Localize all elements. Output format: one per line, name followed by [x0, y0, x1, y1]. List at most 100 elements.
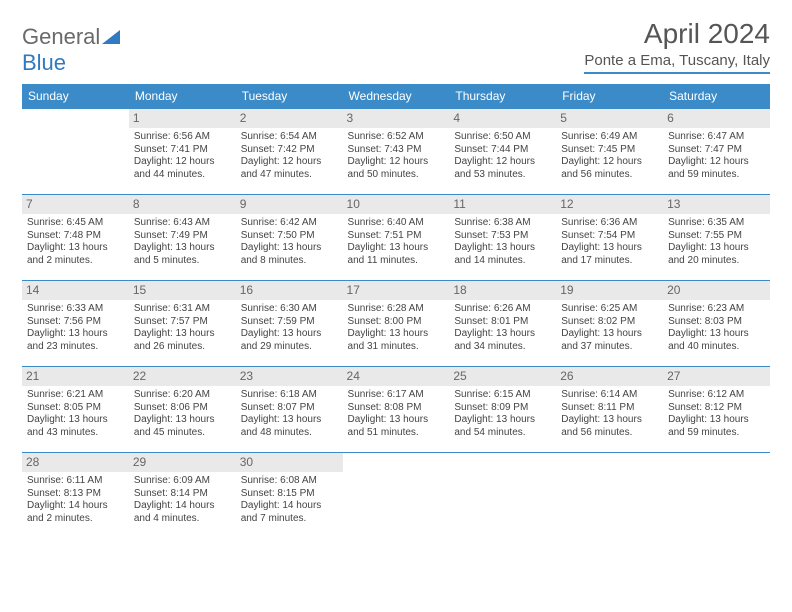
- logo-word1: General: [22, 24, 100, 49]
- daylight-line1: Daylight: 13 hours: [241, 242, 338, 255]
- daylight-line2: and 51 minutes.: [348, 427, 445, 440]
- sunset-text: Sunset: 7:54 PM: [561, 230, 658, 243]
- day-number: 3: [343, 109, 450, 128]
- day-cell: 9Sunrise: 6:42 AMSunset: 7:50 PMDaylight…: [236, 195, 343, 281]
- sunrise-text: Sunrise: 6:15 AM: [454, 389, 551, 402]
- sunrise-text: Sunrise: 6:21 AM: [27, 389, 124, 402]
- daylight-line2: and 37 minutes.: [561, 341, 658, 354]
- sunset-text: Sunset: 7:47 PM: [668, 144, 765, 157]
- daylight-line1: Daylight: 12 hours: [134, 156, 231, 169]
- sunset-text: Sunset: 7:49 PM: [134, 230, 231, 243]
- sunrise-text: Sunrise: 6:52 AM: [348, 131, 445, 144]
- day-cell: 5Sunrise: 6:49 AMSunset: 7:45 PMDaylight…: [556, 109, 663, 195]
- sunrise-text: Sunrise: 6:28 AM: [348, 303, 445, 316]
- day-cell: 15Sunrise: 6:31 AMSunset: 7:57 PMDayligh…: [129, 281, 236, 367]
- daylight-line1: Daylight: 13 hours: [27, 328, 124, 341]
- daylight-line2: and 56 minutes.: [561, 169, 658, 182]
- sunset-text: Sunset: 7:55 PM: [668, 230, 765, 243]
- sunset-text: Sunset: 8:12 PM: [668, 402, 765, 415]
- daylight-line1: Daylight: 13 hours: [454, 242, 551, 255]
- daylight-line2: and 23 minutes.: [27, 341, 124, 354]
- daylight-line2: and 20 minutes.: [668, 255, 765, 268]
- title-block: April 2024 Ponte a Ema, Tuscany, Italy: [584, 18, 770, 74]
- daylight-line2: and 14 minutes.: [454, 255, 551, 268]
- day-number: 15: [129, 281, 236, 300]
- week-row: 1Sunrise: 6:56 AMSunset: 7:41 PMDaylight…: [22, 109, 770, 195]
- sunset-text: Sunset: 7:44 PM: [454, 144, 551, 157]
- day-number: 14: [22, 281, 129, 300]
- month-title: April 2024: [584, 18, 770, 50]
- day-number: 24: [343, 367, 450, 386]
- sunset-text: Sunset: 8:00 PM: [348, 316, 445, 329]
- sunset-text: Sunset: 8:06 PM: [134, 402, 231, 415]
- sunset-text: Sunset: 8:07 PM: [241, 402, 338, 415]
- day-header-thursday: Thursday: [449, 84, 556, 109]
- sunset-text: Sunset: 7:51 PM: [348, 230, 445, 243]
- day-name-row: SundayMondayTuesdayWednesdayThursdayFrid…: [22, 84, 770, 109]
- week-row: 28Sunrise: 6:11 AMSunset: 8:13 PMDayligh…: [22, 453, 770, 539]
- daylight-line2: and 48 minutes.: [241, 427, 338, 440]
- day-cell: 14Sunrise: 6:33 AMSunset: 7:56 PMDayligh…: [22, 281, 129, 367]
- sunset-text: Sunset: 8:14 PM: [134, 488, 231, 501]
- sunrise-text: Sunrise: 6:56 AM: [134, 131, 231, 144]
- sunset-text: Sunset: 8:09 PM: [454, 402, 551, 415]
- daylight-line1: Daylight: 13 hours: [134, 242, 231, 255]
- sunset-text: Sunset: 7:41 PM: [134, 144, 231, 157]
- location-text: Ponte a Ema, Tuscany, Italy: [584, 52, 770, 74]
- sunrise-text: Sunrise: 6:45 AM: [27, 217, 124, 230]
- daylight-line2: and 29 minutes.: [241, 341, 338, 354]
- sunrise-text: Sunrise: 6:33 AM: [27, 303, 124, 316]
- empty-cell: [449, 453, 556, 539]
- daylight-line2: and 26 minutes.: [134, 341, 231, 354]
- empty-cell: [556, 453, 663, 539]
- daylight-line1: Daylight: 14 hours: [134, 500, 231, 513]
- day-cell: 4Sunrise: 6:50 AMSunset: 7:44 PMDaylight…: [449, 109, 556, 195]
- daylight-line1: Daylight: 13 hours: [134, 414, 231, 427]
- sunset-text: Sunset: 7:57 PM: [134, 316, 231, 329]
- day-cell: 27Sunrise: 6:12 AMSunset: 8:12 PMDayligh…: [663, 367, 770, 453]
- sunrise-text: Sunrise: 6:38 AM: [454, 217, 551, 230]
- sunrise-text: Sunrise: 6:18 AM: [241, 389, 338, 402]
- sunrise-text: Sunrise: 6:50 AM: [454, 131, 551, 144]
- sunrise-text: Sunrise: 6:35 AM: [668, 217, 765, 230]
- daylight-line1: Daylight: 12 hours: [561, 156, 658, 169]
- sunrise-text: Sunrise: 6:36 AM: [561, 217, 658, 230]
- day-cell: 30Sunrise: 6:08 AMSunset: 8:15 PMDayligh…: [236, 453, 343, 539]
- day-cell: 17Sunrise: 6:28 AMSunset: 8:00 PMDayligh…: [343, 281, 450, 367]
- daylight-line2: and 17 minutes.: [561, 255, 658, 268]
- day-cell: 21Sunrise: 6:21 AMSunset: 8:05 PMDayligh…: [22, 367, 129, 453]
- daylight-line1: Daylight: 12 hours: [454, 156, 551, 169]
- daylight-line2: and 50 minutes.: [348, 169, 445, 182]
- day-number: 5: [556, 109, 663, 128]
- daylight-line2: and 54 minutes.: [454, 427, 551, 440]
- day-number: 16: [236, 281, 343, 300]
- day-number: 12: [556, 195, 663, 214]
- day-cell: 12Sunrise: 6:36 AMSunset: 7:54 PMDayligh…: [556, 195, 663, 281]
- daylight-line1: Daylight: 13 hours: [241, 414, 338, 427]
- daylight-line1: Daylight: 12 hours: [241, 156, 338, 169]
- daylight-line1: Daylight: 13 hours: [27, 242, 124, 255]
- daylight-line1: Daylight: 13 hours: [348, 242, 445, 255]
- day-cell: 10Sunrise: 6:40 AMSunset: 7:51 PMDayligh…: [343, 195, 450, 281]
- sunrise-text: Sunrise: 6:11 AM: [27, 475, 124, 488]
- week-row: 14Sunrise: 6:33 AMSunset: 7:56 PMDayligh…: [22, 281, 770, 367]
- day-number: 22: [129, 367, 236, 386]
- sunrise-text: Sunrise: 6:49 AM: [561, 131, 658, 144]
- sunset-text: Sunset: 8:11 PM: [561, 402, 658, 415]
- daylight-line1: Daylight: 13 hours: [561, 328, 658, 341]
- daylight-line2: and 47 minutes.: [241, 169, 338, 182]
- day-cell: 13Sunrise: 6:35 AMSunset: 7:55 PMDayligh…: [663, 195, 770, 281]
- day-number: 27: [663, 367, 770, 386]
- day-cell: 7Sunrise: 6:45 AMSunset: 7:48 PMDaylight…: [22, 195, 129, 281]
- day-cell: 24Sunrise: 6:17 AMSunset: 8:08 PMDayligh…: [343, 367, 450, 453]
- sunrise-text: Sunrise: 6:30 AM: [241, 303, 338, 316]
- daylight-line2: and 2 minutes.: [27, 255, 124, 268]
- sunset-text: Sunset: 7:53 PM: [454, 230, 551, 243]
- daylight-line1: Daylight: 13 hours: [241, 328, 338, 341]
- calendar-body: 1Sunrise: 6:56 AMSunset: 7:41 PMDaylight…: [22, 109, 770, 539]
- day-number: 7: [22, 195, 129, 214]
- sunset-text: Sunset: 7:42 PM: [241, 144, 338, 157]
- day-cell: 25Sunrise: 6:15 AMSunset: 8:09 PMDayligh…: [449, 367, 556, 453]
- daylight-line1: Daylight: 13 hours: [668, 414, 765, 427]
- day-cell: 11Sunrise: 6:38 AMSunset: 7:53 PMDayligh…: [449, 195, 556, 281]
